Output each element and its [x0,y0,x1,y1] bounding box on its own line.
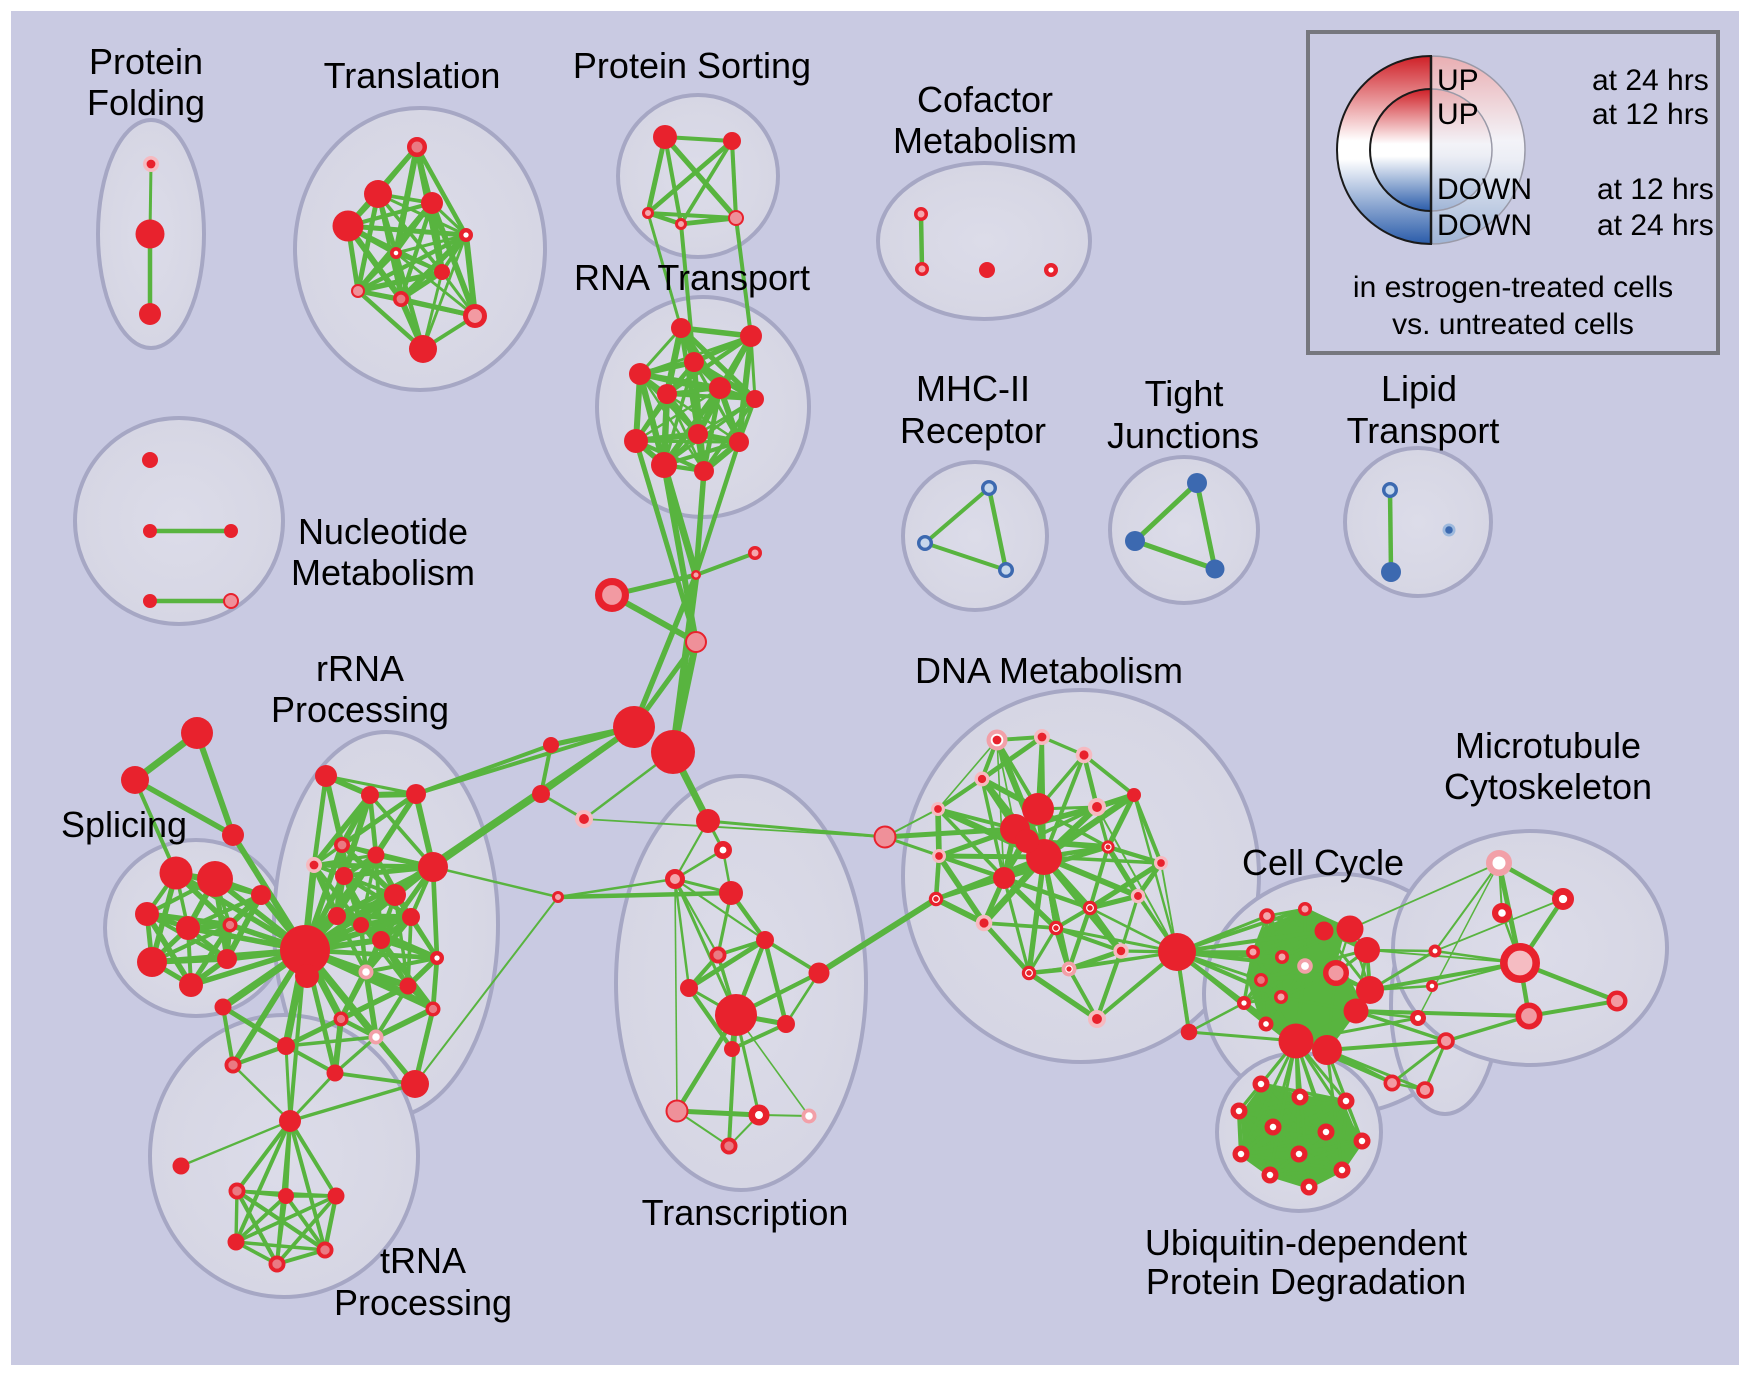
svg-text:MHC-II: MHC-II [916,368,1030,409]
svg-text:Tight: Tight [1145,373,1224,414]
svg-text:Ubiquitin-dependent: Ubiquitin-dependent [1145,1222,1467,1263]
svg-text:RNA Transport: RNA Transport [574,257,810,298]
svg-text:Cytoskeleton: Cytoskeleton [1444,766,1652,807]
svg-text:Processing: Processing [334,1282,512,1323]
svg-text:UP: UP [1437,64,1479,97]
svg-text:at 12 hrs: at 12 hrs [1597,173,1714,206]
svg-text:Processing: Processing [271,689,449,730]
svg-text:Receptor: Receptor [900,410,1046,451]
svg-text:DOWN: DOWN [1437,209,1532,242]
svg-text:UP: UP [1437,98,1479,131]
svg-text:Metabolism: Metabolism [893,120,1077,161]
svg-text:Protein: Protein [89,41,203,82]
svg-text:at 24 hrs: at 24 hrs [1592,64,1709,97]
svg-text:Cell Cycle: Cell Cycle [1242,842,1404,883]
svg-text:Metabolism: Metabolism [291,552,475,593]
svg-text:DNA Metabolism: DNA Metabolism [915,650,1183,691]
svg-text:DOWN: DOWN [1437,173,1532,206]
svg-text:Folding: Folding [87,82,205,123]
svg-text:Cofactor: Cofactor [917,79,1053,120]
svg-text:tRNA: tRNA [380,1240,466,1281]
svg-text:Protein Degradation: Protein Degradation [1146,1261,1466,1302]
svg-text:at 24 hrs: at 24 hrs [1597,209,1714,242]
svg-text:Transcription: Transcription [642,1192,849,1233]
svg-text:Protein Sorting: Protein Sorting [573,45,811,86]
svg-text:Microtubule: Microtubule [1455,725,1641,766]
svg-text:Lipid: Lipid [1381,368,1457,409]
svg-text:Splicing: Splicing [61,804,187,845]
svg-text:Nucleotide: Nucleotide [298,511,468,552]
svg-text:vs. untreated cells: vs. untreated cells [1392,308,1634,341]
svg-text:Transport: Transport [1347,410,1500,451]
svg-text:in estrogen-treated cells: in estrogen-treated cells [1353,271,1673,304]
svg-text:Junctions: Junctions [1107,415,1259,456]
svg-text:rRNA: rRNA [316,648,404,689]
svg-text:Translation: Translation [324,55,501,96]
svg-text:at 12 hrs: at 12 hrs [1592,98,1709,131]
